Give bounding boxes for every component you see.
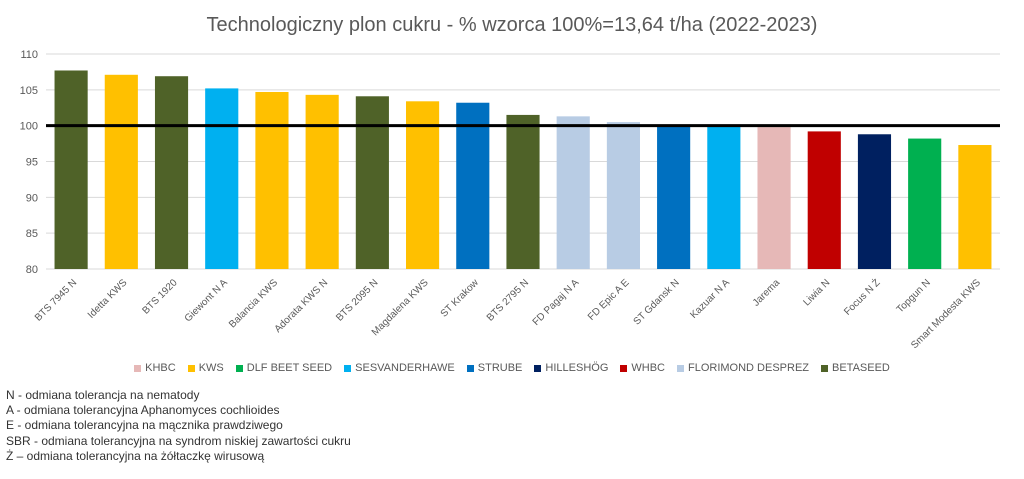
footnote-line: E - odmiana tolerancyjna na mącznika pra… bbox=[6, 418, 283, 433]
y-tick-label: 80 bbox=[26, 264, 38, 276]
legend-item: WHBC bbox=[620, 362, 665, 374]
x-tick-labels: BTS 7945 N Idetta KWS BTS 1920 Giewont N AB… bbox=[33, 276, 983, 351]
bar bbox=[958, 145, 992, 269]
x-tick-label: Adorata KWS N bbox=[273, 277, 331, 335]
bar bbox=[657, 124, 691, 269]
legend-label: WHBC bbox=[631, 362, 665, 374]
bar bbox=[406, 101, 440, 269]
legend-label: BETASEED bbox=[832, 362, 890, 374]
x-tick-label: Focus N Ż bbox=[841, 276, 883, 318]
legend-swatch bbox=[344, 364, 352, 372]
bar bbox=[154, 76, 189, 269]
bar bbox=[606, 122, 640, 269]
legend-label: FLORIMOND DESPREZ bbox=[687, 362, 809, 374]
legend-item: DLF BEET SEED bbox=[235, 362, 333, 374]
legend-item: SESVANDERHAWE bbox=[344, 362, 455, 374]
x-tick-label: Giewont N A bbox=[183, 277, 230, 324]
legend-label: SESVANDERHAWE bbox=[355, 362, 455, 374]
legend-swatch bbox=[134, 364, 142, 372]
y-tick-label: 85 bbox=[26, 228, 38, 240]
legend-item: HILLESHÖG bbox=[534, 362, 608, 374]
legend-swatch bbox=[676, 364, 684, 372]
bar bbox=[205, 88, 239, 270]
legend-item: BETASEED bbox=[821, 362, 890, 374]
bar bbox=[757, 127, 791, 269]
y-tick-label: 90 bbox=[26, 192, 38, 204]
bars bbox=[54, 70, 992, 270]
x-tick-label: BTS 1920 bbox=[140, 277, 180, 317]
legend-swatch bbox=[466, 364, 474, 372]
x-tick-label: FD Epic A E bbox=[586, 277, 632, 323]
bar bbox=[908, 138, 942, 269]
bar bbox=[305, 94, 339, 269]
bar bbox=[556, 116, 590, 269]
legend-item: STRUBE bbox=[466, 362, 523, 374]
chart-title: Technologiczny plon cukru - % wzorca 100… bbox=[206, 14, 818, 36]
y-tick-label: 95 bbox=[26, 157, 38, 169]
y-tick-label: 110 bbox=[20, 49, 38, 61]
legend-swatch bbox=[235, 364, 243, 372]
legend-label: KWS bbox=[198, 362, 224, 374]
legend-swatch bbox=[187, 364, 195, 372]
legend: KHBC KWS DLF BEET SEED SESVANDERHAWE STRUBE H… bbox=[0, 362, 1024, 374]
y-tick-label: 100 bbox=[20, 121, 38, 133]
bar bbox=[54, 70, 88, 269]
bar bbox=[456, 102, 490, 269]
x-tick-label: Idetta KWS bbox=[86, 277, 130, 321]
x-tick-label: BTS 2095 N bbox=[334, 277, 380, 323]
footnote-line: Ż – odmiana tolerancyjna na żółtaczkę wi… bbox=[6, 448, 265, 463]
legend-item: KHBC bbox=[134, 362, 176, 374]
legend-label: DLF BEET SEED bbox=[246, 362, 333, 374]
x-tick-label: Balancia KWS bbox=[227, 277, 280, 330]
legend-label: STRUBE bbox=[477, 362, 523, 374]
x-tick-label: Kazuar N A bbox=[688, 277, 732, 321]
y-tick-labels: 80 85 90 95 100 105 110 bbox=[20, 49, 38, 276]
legend-label: HILLESHÖG bbox=[545, 362, 609, 374]
bar bbox=[355, 96, 389, 270]
legend-swatch bbox=[534, 364, 542, 372]
bar bbox=[707, 126, 741, 269]
footnote-line: A - odmiana tolerancyjna Aphanomyces coc… bbox=[6, 403, 280, 418]
legend-item: KWS bbox=[187, 362, 224, 374]
x-tick-label: ST Krakow bbox=[439, 277, 482, 320]
x-tick-label: BTS 2795 N bbox=[485, 277, 531, 323]
x-tick-label: FD Pagaj N A bbox=[531, 277, 582, 328]
y-tick-label: 105 bbox=[20, 85, 38, 97]
footnotes: N - odmiana tolerancja na nematody A - o… bbox=[6, 388, 351, 464]
x-tick-label: Topgun N bbox=[895, 277, 933, 315]
legend-item: FLORIMOND DESPREZ bbox=[676, 362, 809, 374]
bar bbox=[255, 91, 289, 269]
legend-label: KHBC bbox=[145, 362, 176, 374]
bar bbox=[104, 74, 138, 270]
x-tick-label: BTS 7945 N bbox=[33, 277, 79, 323]
footnote-line: N - odmiana tolerancja na nematody bbox=[6, 388, 200, 402]
legend-swatch bbox=[620, 364, 628, 372]
legend-swatch bbox=[821, 364, 828, 372]
bar bbox=[506, 114, 540, 270]
bar bbox=[857, 134, 892, 269]
x-tick-label: ST Gdansk N bbox=[632, 277, 682, 327]
footnote-line: SBR - odmiana tolerancyjna na syndrom ni… bbox=[6, 433, 351, 448]
x-tick-label: Liwia N bbox=[801, 277, 832, 308]
x-tick-label: Jarema bbox=[751, 277, 783, 309]
bar bbox=[807, 131, 841, 269]
